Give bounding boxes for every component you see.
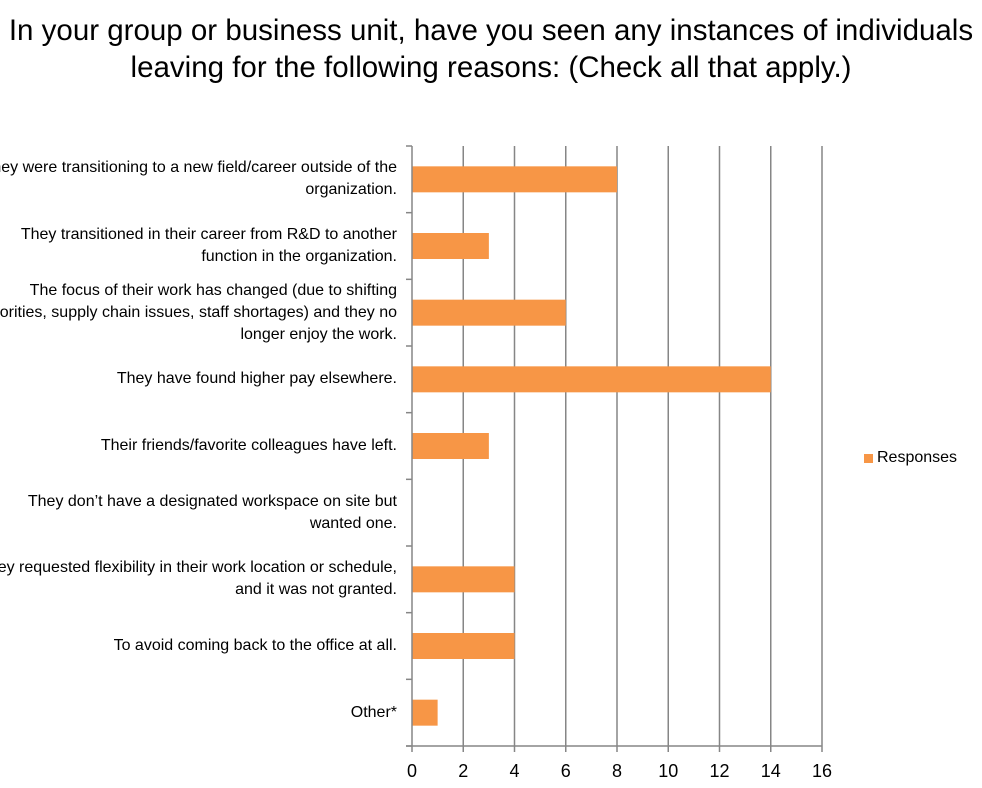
legend-label: Responses bbox=[877, 449, 958, 466]
bar bbox=[412, 299, 566, 326]
chart-title: In your group or business unit, have you… bbox=[8, 14, 974, 84]
bar bbox=[412, 166, 617, 193]
category-label: To avoid coming back to the office at al… bbox=[113, 637, 397, 654]
x-tick-label: 0 bbox=[407, 761, 417, 781]
x-tick-label: 12 bbox=[709, 761, 729, 781]
x-tick-label: 6 bbox=[561, 761, 571, 781]
bar bbox=[412, 566, 515, 593]
bars bbox=[412, 166, 771, 726]
legend-swatch bbox=[864, 453, 873, 463]
bar bbox=[412, 233, 489, 259]
x-tick-label: 14 bbox=[761, 761, 781, 781]
x-tick-label: 4 bbox=[509, 761, 519, 781]
bar bbox=[412, 433, 489, 459]
bar bbox=[412, 699, 438, 726]
x-axis-tick-labels: 0 2 4 6 8 10 12 14 16 bbox=[407, 761, 832, 781]
bar bbox=[412, 633, 515, 659]
category-label: They were transitioning to a new field/c… bbox=[0, 159, 397, 199]
axes bbox=[406, 145, 823, 752]
category-label: The focus of their work has changed (due… bbox=[0, 281, 397, 343]
category-label: Other* bbox=[350, 703, 397, 721]
category-label: They don’t have a designated workspace o… bbox=[27, 492, 397, 532]
x-tick-label: 8 bbox=[612, 761, 622, 781]
category-label: Their friends/favorite colleagues have l… bbox=[100, 437, 397, 454]
gridlines bbox=[462, 146, 823, 746]
bar bbox=[412, 366, 771, 393]
x-tick-label: 16 bbox=[812, 761, 832, 781]
category-label: They have found higher pay elsewhere. bbox=[116, 370, 397, 388]
category-label: They transitioned in their career from R… bbox=[20, 226, 397, 265]
x-tick-label: 2 bbox=[458, 761, 468, 781]
x-tick-label: 10 bbox=[658, 761, 678, 781]
legend: Responses bbox=[864, 449, 957, 467]
category-label: They requested flexibility in their work… bbox=[0, 559, 397, 599]
